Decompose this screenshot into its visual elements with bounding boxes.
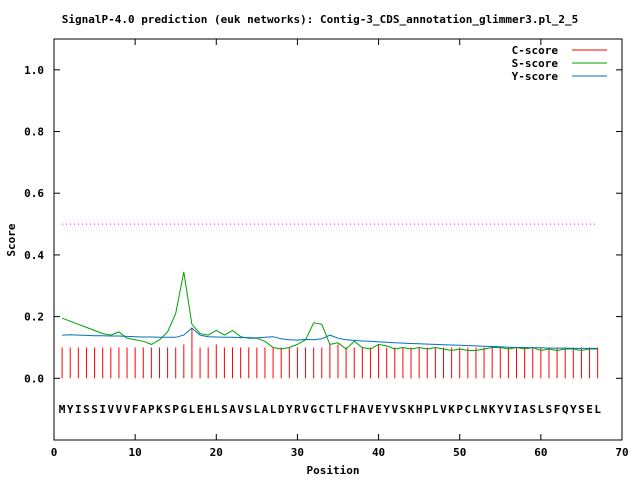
x-tick-label: 50	[453, 446, 466, 459]
sequence-letter: F	[132, 403, 139, 416]
sequence-letter: N	[481, 403, 488, 416]
legend-label-y-score: Y-score	[512, 70, 559, 83]
y-tick-label: 1.0	[24, 64, 44, 77]
sequence-letter: A	[359, 403, 366, 416]
sequence-letter: V	[391, 403, 398, 416]
sequence-letter: Y	[67, 403, 74, 416]
sequence-letter: S	[578, 403, 585, 416]
sequence-letter: L	[473, 403, 480, 416]
sequence-letter: L	[432, 403, 439, 416]
sequence-letter: S	[164, 403, 171, 416]
sequence-letter: V	[107, 403, 114, 416]
sequence-letter: L	[538, 403, 545, 416]
y-tick-label: 0.8	[24, 126, 44, 139]
legend-label-c-score: C-score	[512, 44, 559, 57]
sequence-letter: I	[75, 403, 82, 416]
x-tick-label: 40	[372, 446, 385, 459]
sequence-letter: V	[116, 403, 123, 416]
x-tick-label: 20	[210, 446, 223, 459]
sequence-letter: R	[294, 403, 301, 416]
sequence-letter: S	[546, 403, 553, 416]
sequence-letter: P	[148, 403, 155, 416]
sequence-letter: K	[156, 403, 163, 416]
sequence-letter: V	[124, 403, 131, 416]
y-score-line	[62, 327, 598, 349]
sequence-letter: A	[140, 403, 147, 416]
y-tick-label: 0.4	[24, 249, 44, 262]
sequence-letter: S	[83, 403, 90, 416]
x-tick-label: 70	[615, 446, 628, 459]
sequence-letter: E	[586, 403, 593, 416]
y-tick-label: 0.0	[24, 372, 44, 385]
x-tick-label: 10	[129, 446, 142, 459]
sequence-letter: E	[375, 403, 382, 416]
sequence-letter: A	[262, 403, 269, 416]
chart-title: SignalP-4.0 prediction (euk networks): C…	[62, 13, 579, 26]
sequence-letter: G	[181, 403, 188, 416]
sequence-letter: L	[213, 403, 220, 416]
sequence-letter: E	[197, 403, 204, 416]
sequence-letter: S	[400, 403, 407, 416]
sequence-letter: Y	[383, 403, 390, 416]
sequence-letter: V	[302, 403, 309, 416]
s-score-line	[61, 271, 598, 352]
sequence-letter: S	[221, 403, 228, 416]
sequence-letter: K	[408, 403, 415, 416]
sequence-letter: Y	[497, 403, 504, 416]
sequence-letter: Y	[286, 403, 293, 416]
y-axis-label: Score	[5, 223, 18, 256]
sequence-letter: L	[270, 403, 277, 416]
sequence-letter: L	[594, 403, 601, 416]
sequence-letter: H	[351, 403, 358, 416]
y-tick-label: 0.6	[24, 187, 44, 200]
x-tick-label: 60	[534, 446, 547, 459]
sequence-letter: D	[278, 403, 285, 416]
sequence-letter: K	[489, 403, 496, 416]
score-lines	[61, 271, 598, 352]
sequence-letter: P	[424, 403, 431, 416]
sequence-letter: S	[245, 403, 252, 416]
sequence-letter: Q	[562, 403, 569, 416]
sequence-letter: G	[310, 403, 317, 416]
sequence-letter: F	[554, 403, 561, 416]
sequence-letter: L	[254, 403, 261, 416]
sequence-letter: C	[465, 403, 472, 416]
x-tick-label: 30	[291, 446, 304, 459]
sequence-letter: Y	[570, 403, 577, 416]
sequence-letter: V	[440, 403, 447, 416]
x-axis-label: Position	[307, 464, 360, 477]
sequence-letter: A	[521, 403, 528, 416]
legend-label-s-score: S-score	[512, 57, 559, 70]
sequence-letter: S	[91, 403, 98, 416]
sequence-letter: F	[343, 403, 350, 416]
sequence-letter: H	[416, 403, 423, 416]
sequence-letter: H	[205, 403, 212, 416]
sequence-letter: S	[529, 403, 536, 416]
x-tick-label: 0	[51, 446, 58, 459]
axes: 0.0 0.2 0.4 0.6 0.8 1.0 0 10 20 30 40 50 60 70	[24, 38, 629, 459]
sequence-letter: T	[327, 403, 334, 416]
sequence-letter: V	[505, 403, 512, 416]
sequence-letter: I	[99, 403, 106, 416]
plot-frame	[53, 38, 623, 441]
c-score-impulses	[61, 328, 599, 379]
sequence-letter: V	[367, 403, 374, 416]
sequence-letter: L	[335, 403, 342, 416]
sequence-letter: C	[318, 403, 325, 416]
y-tick-label: 0.2	[24, 311, 44, 324]
sequence-letter: I	[513, 403, 520, 416]
sequence-letter: P	[172, 403, 179, 416]
sequence-letter: V	[237, 403, 244, 416]
sequence-letter: M	[59, 403, 66, 416]
sequence-letter: P	[456, 403, 463, 416]
sequence-letter: L	[189, 403, 196, 416]
sequence-letter: K	[448, 403, 455, 416]
sequence-letter: A	[229, 403, 236, 416]
